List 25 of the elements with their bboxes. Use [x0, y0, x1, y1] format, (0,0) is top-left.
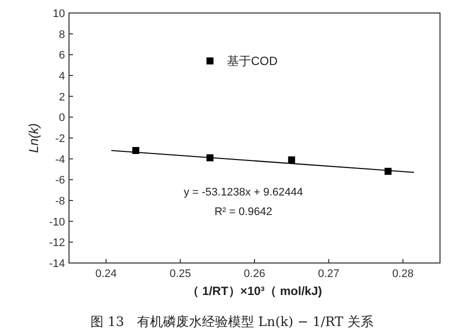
y-tick-label: 8 — [58, 28, 65, 41]
y-tick-label: 4 — [58, 70, 65, 82]
y-tick-label: -12 — [49, 237, 65, 250]
y-tick-label: -6 — [55, 174, 65, 187]
y-tick-label: -10 — [49, 216, 65, 228]
y-tick-label: -14 — [49, 258, 65, 270]
caption: 图 13 有机磷废水经验模型 Ln(k) − 1/RT 关系 — [90, 315, 374, 330]
x-axis-title: （ 1/RT）×10³（ mol/kJ) — [186, 284, 322, 298]
annotation: y = -53.1238x + 9.62444 — [184, 186, 304, 198]
y-tick-label: 0 — [58, 112, 65, 124]
x-tick-label: 0.24 — [95, 268, 117, 280]
annotation: R² = 0.9642 — [214, 206, 272, 218]
y-tick-label: -2 — [55, 133, 65, 145]
y-tick-label: -4 — [55, 154, 65, 166]
y-tick-label: 6 — [58, 50, 65, 62]
y-axis-title: Ln(k) — [26, 123, 41, 153]
x-tick-label: 0.25 — [170, 268, 192, 280]
x-tick-label: 0.28 — [392, 268, 414, 280]
y-tick-label: 2 — [58, 91, 65, 104]
point — [288, 156, 296, 164]
x-tick-label: 0.27 — [318, 268, 340, 280]
y-tick-label: 10 — [52, 8, 65, 20]
y-tick-label: -8 — [55, 196, 65, 208]
x-tick-label: 0.26 — [244, 268, 266, 280]
legend-label: 基于COD — [226, 54, 278, 68]
